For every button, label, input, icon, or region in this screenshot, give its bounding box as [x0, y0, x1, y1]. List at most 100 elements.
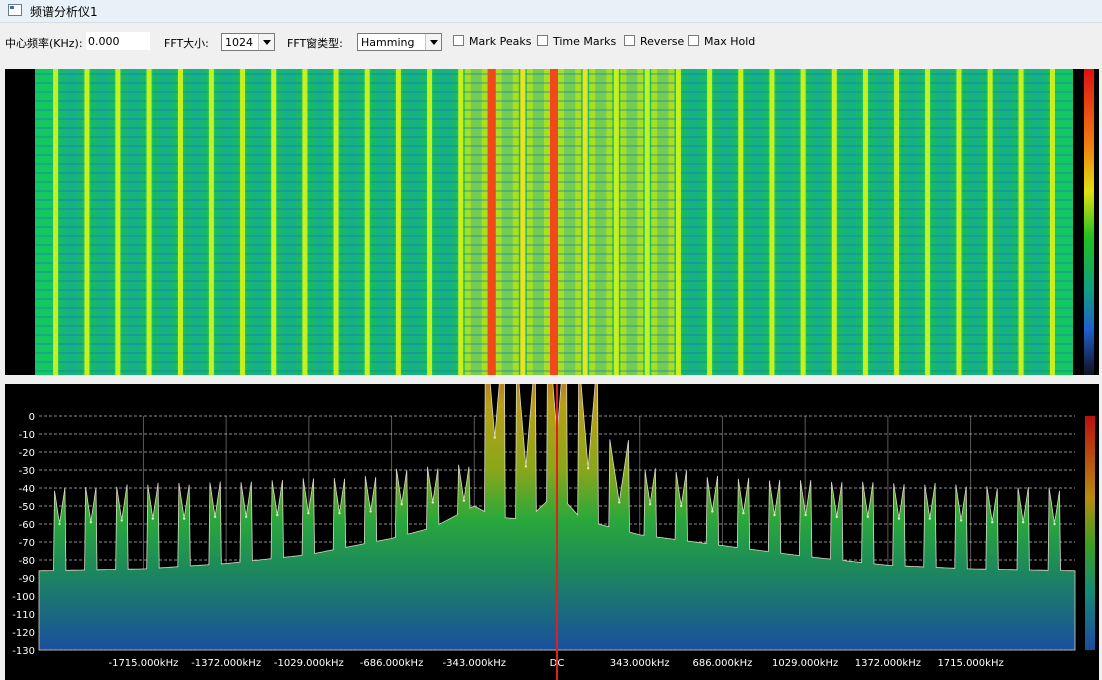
mark-peaks-checkbox[interactable]: [453, 35, 464, 46]
peak-point-24: [804, 513, 807, 517]
peak-point-1: [89, 521, 93, 524]
peak-point-4: [182, 517, 186, 520]
y-tick-label: 0: [29, 412, 35, 423]
mark-peaks-label[interactable]: Mark Peaks: [469, 35, 532, 48]
waterfall-band: [775, 69, 800, 375]
waterfall-peak-column-16: [550, 69, 558, 375]
waterfall-band: [246, 69, 270, 375]
waterfall-band: [558, 69, 582, 375]
peak-point-5: [213, 515, 217, 518]
y-tick-label: -90: [19, 574, 35, 585]
chevron-down-icon[interactable]: [425, 34, 441, 50]
peak-point-6: [244, 515, 248, 518]
peak-point-15: [524, 465, 528, 468]
waterfall-peak-column-14: [487, 69, 496, 375]
x-tick-label: 1372.000kHz: [855, 658, 921, 669]
waterfall-band-core: [750, 69, 762, 375]
waterfall-band: [433, 69, 457, 375]
waterfall-band-core: [159, 69, 171, 375]
waterfall-canvas: [35, 69, 1094, 375]
waterfall-band: [215, 69, 239, 375]
title-bar: 频谱分析仪1: [0, 0, 1102, 23]
waterfall-peak-column-2: [115, 69, 121, 375]
peak-point-2: [120, 519, 123, 522]
waterfall-band-core: [781, 69, 794, 375]
waterfall-peak-column-27: [894, 69, 900, 375]
x-tick-label: 343.000kHz: [610, 658, 670, 669]
center-freq-label: 中心频率(KHz):: [5, 37, 83, 50]
fft-size-value: 1024: [225, 36, 253, 49]
waterfall-band-core: [377, 69, 389, 375]
waterfall-band-core: [657, 69, 669, 375]
waterfall-band: [340, 69, 364, 375]
waterfall-peak-column-25: [831, 69, 837, 375]
y-tick-label: -40: [19, 484, 35, 495]
waterfall-color-scale: [1084, 69, 1094, 375]
waterfall-band: [277, 69, 301, 375]
waterfall-band: [994, 69, 1018, 375]
peak-point-31: [1021, 521, 1025, 524]
x-tick-label: -1029.000kHz: [274, 658, 344, 669]
waterfall-band-core: [1000, 69, 1012, 375]
y-tick-label: -100: [12, 592, 35, 603]
waterfall-band-core: [190, 69, 202, 375]
waterfall-band: [495, 69, 519, 375]
waterfall-peak-column-4: [177, 69, 183, 375]
peak-point-17: [586, 467, 590, 470]
waterfall-peak-column-11: [395, 69, 401, 375]
peak-point-9: [338, 512, 341, 515]
waterfall-band-core: [906, 69, 918, 375]
peak-point-7: [276, 513, 279, 517]
waterfall-band: [59, 69, 83, 375]
peak-point-3: [151, 517, 155, 520]
fft-size-label: FFT大小:: [164, 37, 209, 50]
y-tick-label: -50: [19, 502, 35, 513]
time-marks-label[interactable]: Time Marks: [553, 35, 617, 48]
peak-point-23: [773, 513, 776, 517]
y-tick-label: -10: [19, 430, 35, 441]
fft-size-select[interactable]: 1024: [221, 33, 275, 51]
waterfall-band-core: [96, 69, 108, 375]
waterfall-band-core: [719, 69, 731, 375]
time-marks-checkbox[interactable]: [537, 35, 548, 46]
peak-point-29: [959, 519, 963, 522]
waterfall-display[interactable]: [5, 69, 1099, 375]
max-hold-checkbox[interactable]: [688, 35, 699, 46]
y-tick-label: -20: [19, 448, 35, 459]
reverse-label[interactable]: Reverse: [640, 35, 685, 48]
waterfall-band-core: [408, 69, 420, 375]
waterfall-peak-column-18: [613, 69, 619, 375]
waterfall-band-core: [470, 69, 482, 375]
x-tick-label: -686.000kHz: [360, 658, 424, 669]
waterfall-band: [838, 69, 862, 375]
peak-point-10: [369, 510, 372, 513]
peak-point-25: [835, 515, 838, 518]
waterfall-band: [869, 69, 893, 375]
peak-point-20: [679, 504, 683, 508]
waterfall-peak-column-28: [925, 69, 931, 375]
spectrum-plot[interactable]: 0 -10 -20 -30 -40 -50 -60 -70 -80 -90 -100 -110 -120…: [5, 384, 1099, 680]
waterfall-peak-column-1: [84, 69, 90, 375]
waterfall-band-core: [875, 69, 887, 375]
waterfall-peak-column-26: [862, 69, 868, 375]
waterfall-peak-column-5: [208, 69, 214, 375]
waterfall-band: [900, 69, 924, 375]
peak-point-21: [711, 510, 714, 513]
waterfall-band-core: [221, 69, 233, 375]
fft-window-select[interactable]: Hamming: [357, 33, 442, 51]
waterfall-band-core: [314, 69, 327, 375]
peak-point-12: [431, 501, 435, 504]
waterfall-peak-column-24: [800, 69, 806, 375]
waterfall-band-core: [252, 69, 264, 375]
waterfall-band-core: [127, 69, 140, 375]
waterfall-band-core: [626, 69, 638, 375]
chevron-down-icon[interactable]: [258, 34, 274, 50]
y-tick-label: -130: [12, 646, 35, 657]
reverse-checkbox[interactable]: [624, 35, 635, 46]
waterfall-peak-column-21: [707, 69, 713, 375]
waterfall-band: [121, 69, 146, 375]
y-tick-label: -120: [12, 628, 35, 639]
max-hold-label[interactable]: Max Hold: [704, 35, 756, 48]
center-freq-input[interactable]: [86, 32, 150, 50]
waterfall-peak-column-0: [53, 69, 59, 375]
